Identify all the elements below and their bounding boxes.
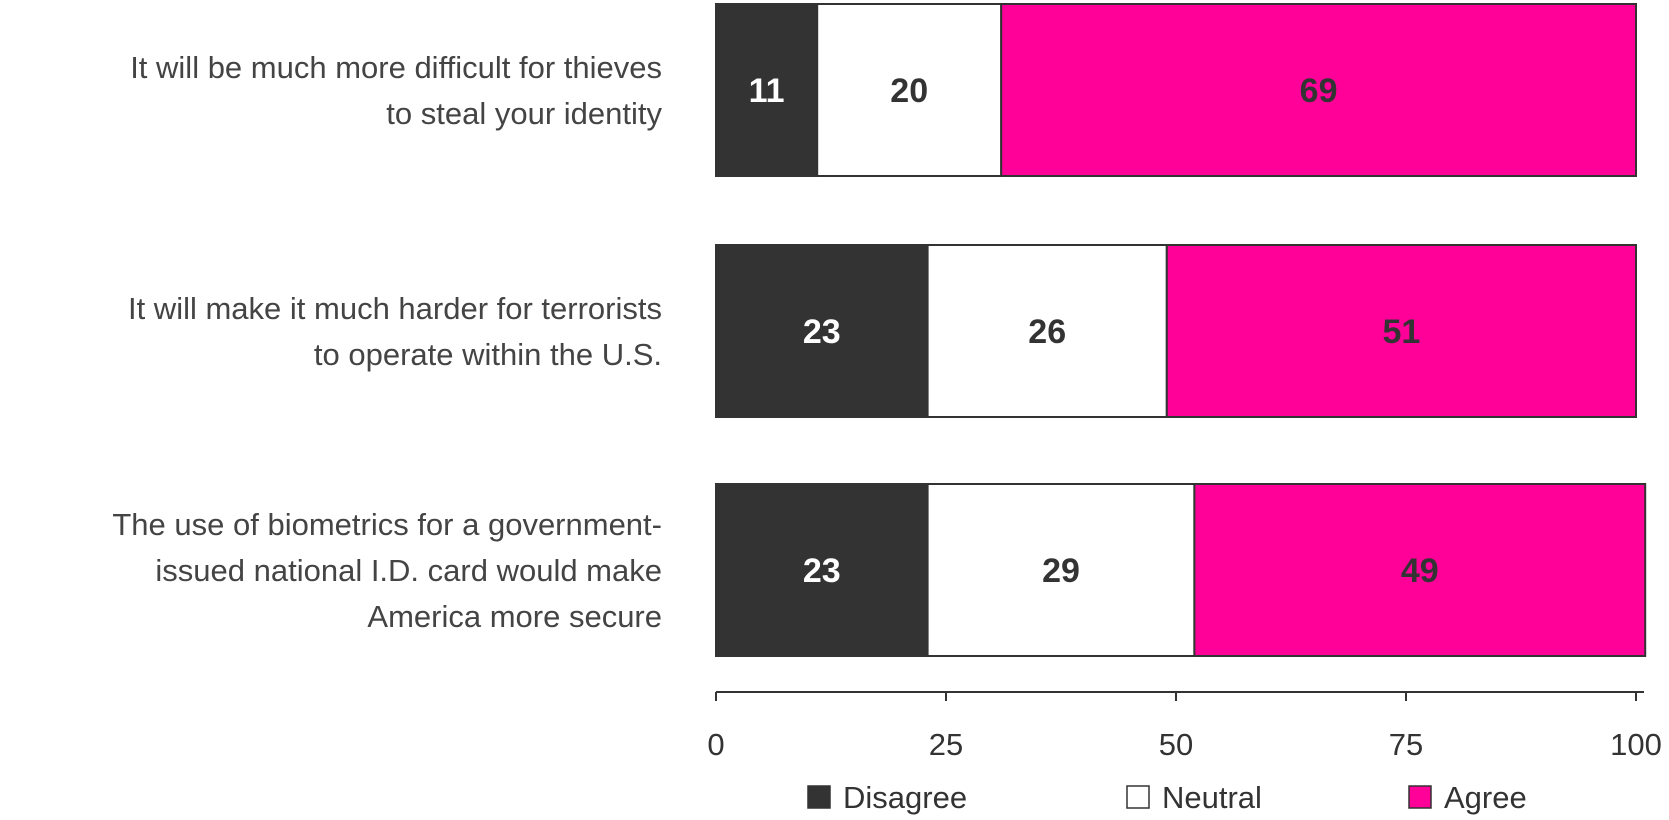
legend: Disagree Neutral Agree	[807, 780, 1527, 815]
category-label: It will make it much harder for terroris…	[128, 291, 662, 326]
bar-disagree	[715, 3, 819, 177]
legend-label-agree: Agree	[1444, 780, 1527, 815]
bar-agree	[1193, 483, 1647, 657]
category-label: issued national I.D. card would make	[155, 553, 662, 588]
bar-agree	[1000, 3, 1637, 177]
x-tick-label: 50	[1159, 727, 1193, 762]
x-tick-label: 100	[1610, 727, 1662, 762]
legend-swatch-agree	[1408, 785, 1432, 809]
data-label: 23	[803, 552, 841, 590]
data-label: 23	[803, 313, 841, 351]
category-labels: It will be much more difficult for thiev…	[112, 50, 662, 634]
bar-agree	[1165, 244, 1638, 418]
x-tick-label: 0	[707, 727, 724, 762]
data-label: 69	[1300, 72, 1338, 110]
data-label: 29	[1042, 552, 1080, 590]
data-label: 51	[1382, 313, 1420, 351]
category-label: It will be much more difficult for thiev…	[130, 50, 662, 85]
x-tick-label: 75	[1389, 727, 1423, 762]
category-label: to steal your identity	[386, 96, 662, 131]
legend-label-neutral: Neutral	[1162, 780, 1262, 815]
x-tick-label: 25	[929, 727, 963, 762]
data-label: 49	[1401, 552, 1439, 590]
x-axis: 0 25 50 75 100	[707, 691, 1662, 762]
category-label: The use of biometrics for a government-	[112, 507, 662, 542]
bar-disagree	[715, 244, 929, 418]
bar-neutral	[926, 483, 1196, 657]
category-label: to operate within the U.S.	[314, 337, 662, 372]
legend-swatch-disagree	[807, 785, 831, 809]
bar-disagree	[715, 483, 929, 657]
bar-neutral	[926, 244, 1168, 418]
data-label: 20	[890, 72, 928, 110]
category-label: America more secure	[367, 599, 662, 634]
legend-label-disagree: Disagree	[843, 780, 967, 815]
data-label: 11	[749, 72, 785, 110]
legend-swatch-neutral	[1126, 785, 1150, 809]
bars: 11 20 69 23 26 51 23 29 49	[715, 3, 1647, 657]
data-label: 26	[1028, 313, 1066, 351]
bar-neutral	[816, 3, 1003, 177]
